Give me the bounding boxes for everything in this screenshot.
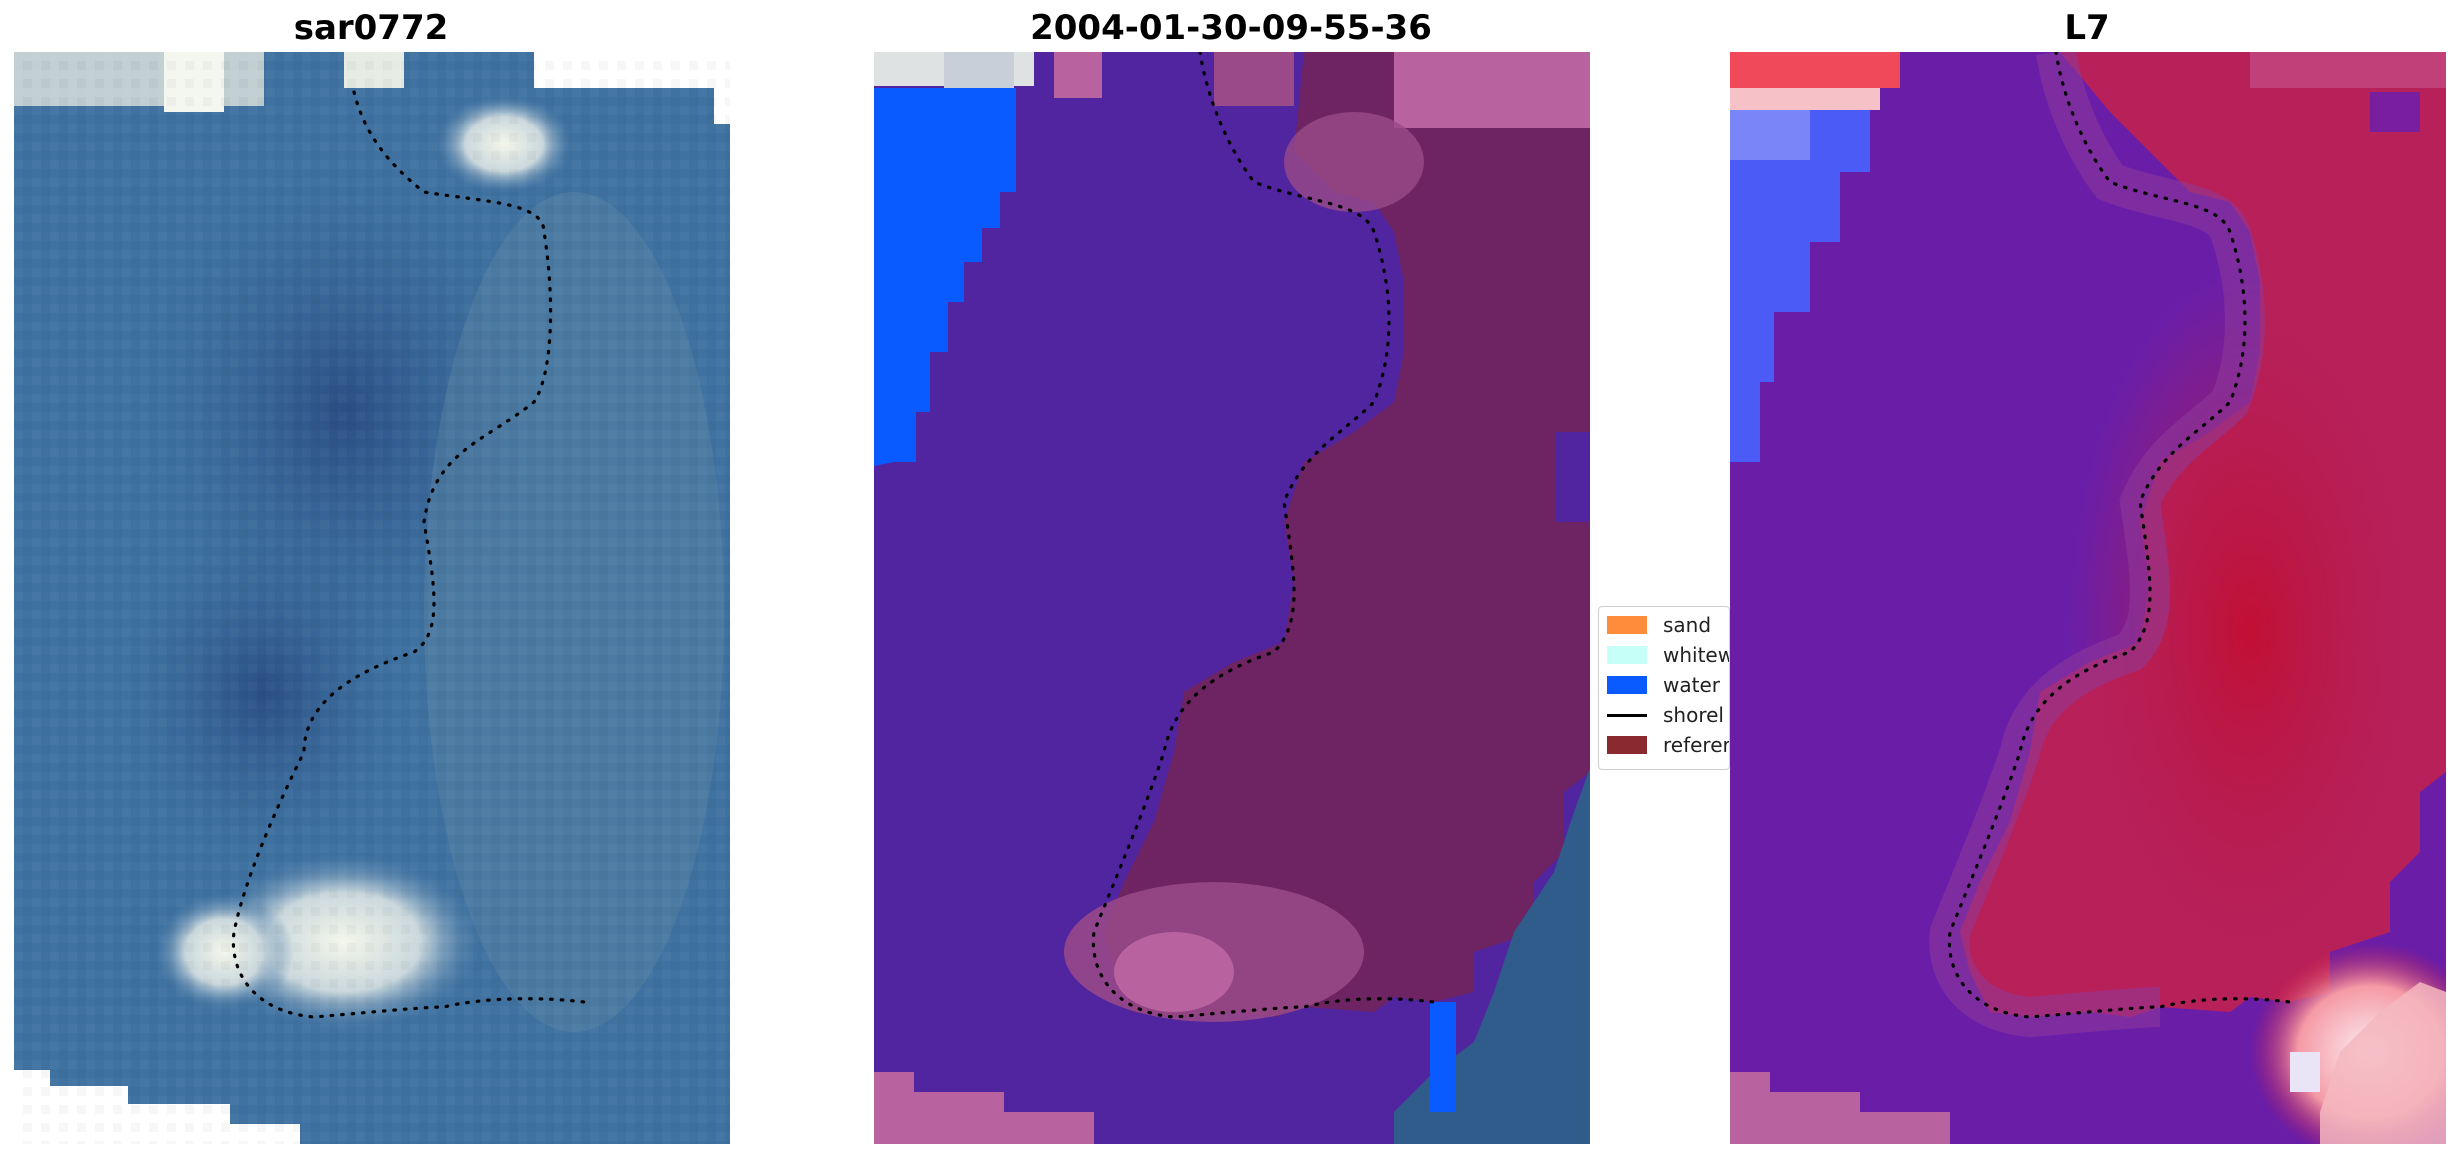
- index-red-top-right: [2250, 52, 2446, 88]
- class-blue-water-bottom: [1430, 1002, 1456, 1112]
- legend-label-sand: sand: [1663, 613, 1712, 637]
- legend-line-shoreline: [1607, 713, 1647, 717]
- legend-swatch-water: [1607, 676, 1647, 694]
- classified-image: [874, 52, 1590, 1144]
- legend-item-water: water: [1607, 671, 1720, 699]
- legend-item-shoreline: shorel: [1607, 701, 1724, 729]
- class-pink-upper: [1284, 112, 1424, 212]
- index-blue-light: [1730, 110, 1810, 160]
- legend-label-reference: referer: [1663, 733, 1730, 757]
- class-pink-top-center: [1214, 52, 1294, 106]
- legend-item-whitewater: whitew: [1607, 641, 1730, 669]
- index-white-patch: [2290, 1052, 2320, 1092]
- index-red-top-left: [1730, 52, 1900, 88]
- shoreline-rgb: [231, 90, 586, 1019]
- shoreline-index: [1947, 52, 2292, 1019]
- shoreline-classified: [1091, 52, 1436, 1019]
- class-reference-region: [1104, 52, 1590, 1017]
- index-pink-bottom-right: [2320, 982, 2446, 1144]
- index-purple-notch: [2370, 92, 2420, 132]
- legend-label-shoreline: shorel: [1663, 703, 1724, 727]
- rgb-image-panel: [14, 52, 730, 1144]
- panel-title-classified: 2004-01-30-09-55-36: [1030, 8, 1432, 48]
- panel-title-rgb: sar0772: [293, 8, 449, 48]
- class-purple-notch: [1556, 432, 1590, 522]
- class-unclassified-bottom-right: [1394, 768, 1590, 1144]
- index-blue-left: [1730, 110, 1870, 462]
- legend-swatch-sand: [1607, 616, 1647, 634]
- index-image-panel: [1730, 52, 2446, 1144]
- legend: sand whitew water shorel referer: [1598, 606, 1730, 770]
- rgb-satellite-image: [14, 52, 730, 1144]
- class-pink-top-left: [1054, 52, 1102, 98]
- legend-swatch-reference: [1607, 736, 1647, 754]
- index-pink-bottom-left: [1730, 1072, 1950, 1144]
- legend-swatch-whitewater: [1607, 646, 1647, 664]
- class-blue-water-left: [874, 88, 1016, 466]
- classified-image-panel: [874, 52, 1590, 1144]
- legend-item-reference: referer: [1607, 731, 1730, 759]
- index-image: [1730, 52, 2446, 1144]
- legend-label-whitewater: whitew: [1663, 643, 1730, 667]
- legend-label-water: water: [1663, 673, 1720, 697]
- class-pink-bottom-bright: [1114, 932, 1234, 1012]
- index-pink-top-left: [1730, 88, 1880, 110]
- class-pink-top-right: [1394, 52, 1590, 128]
- legend-item-sand: sand: [1607, 611, 1711, 639]
- panel-title-index: L7: [2064, 8, 2110, 48]
- class-pink-bottom-left: [874, 1072, 1094, 1144]
